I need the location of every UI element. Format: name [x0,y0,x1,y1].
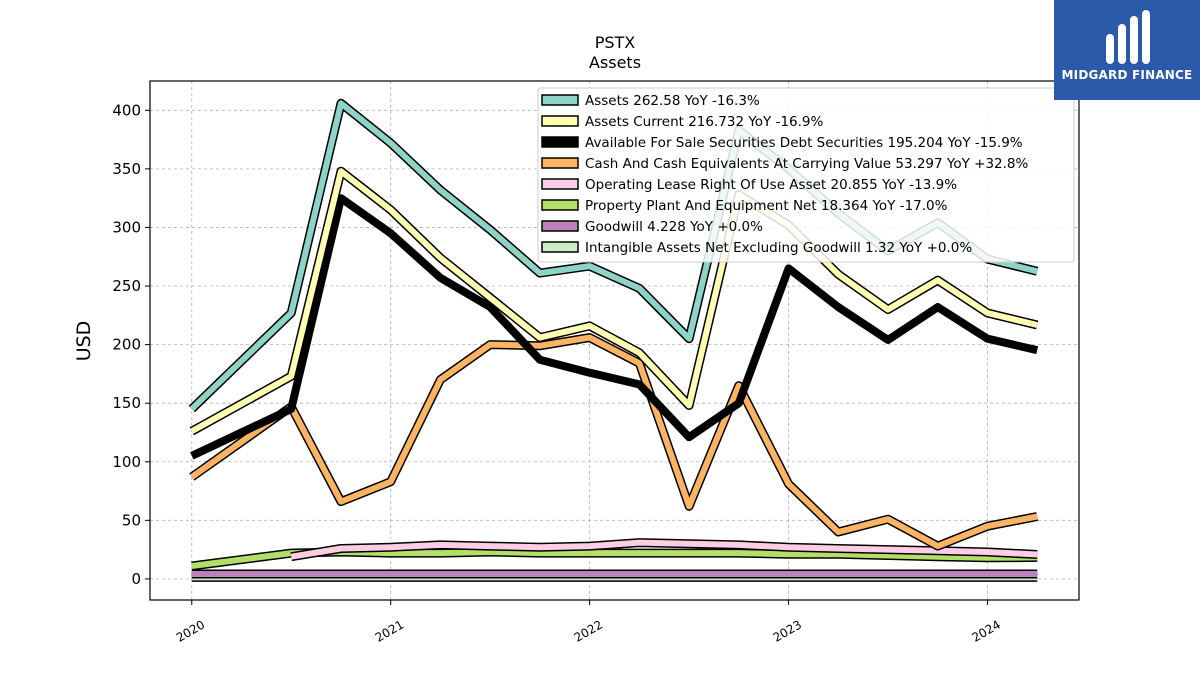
x-tick-label: 2021 [373,617,406,644]
legend-label: Operating Lease Right Of Use Asset 20.85… [585,177,957,193]
y-tick-label: 400 [112,101,141,119]
legend-label: Assets Current 216.732 YoY -16.9% [585,114,824,130]
legend-item: Cash And Cash Equivalents At Carrying Va… [541,156,1029,172]
logo-text: MIDGARD FINANCE [1061,68,1193,82]
series-line [190,168,1038,434]
x-axis-ticks: 2020 2021 2022 2023 2024 [174,600,1003,645]
y-tick-label: 200 [112,336,141,354]
legend-label: Goodwill 4.228 YoY +0.0% [585,219,763,235]
y-axis-label: USD [73,321,95,362]
series-line [290,539,1038,560]
legend-box [537,87,1075,263]
x-tick-label: 2022 [572,617,605,644]
series-line [190,194,1039,460]
legend: Assets 262.58 YoY -16.3% Assets Current 2… [537,87,1075,263]
series-operating-lease-right-of-use-asset [290,538,1038,562]
legend-swatch [541,94,579,106]
series-line [191,549,1038,569]
x-tick-label: 2020 [174,617,207,644]
legend-label: Assets 262.58 YoY -16.3% [585,93,760,109]
y-tick-label: 250 [112,277,141,295]
legend-label: Property Plant And Equipment Net 18.364 … [585,198,948,214]
y-tick-label: 350 [112,160,141,178]
legend-item: Operating Lease Right Of Use Asset 20.85… [541,177,957,193]
x-tick-label: 2024 [970,617,1003,644]
legend-item: Intangible Assets Net Excluding Goodwill… [541,240,972,256]
series-cash-and-cash-equivalents-at-carrying-value [189,333,1039,551]
legend-item: Goodwill 4.228 YoY +0.0% [541,219,763,235]
legend-swatch [541,136,579,148]
chart-subtitle: Assets [589,53,641,72]
logo-mark-icon [1106,10,1150,64]
series-property-plant-and-equipment-net [191,547,1038,571]
series-line-outline [189,333,1039,551]
legend-label: Available For Sale Securities Debt Secur… [585,135,1023,151]
legend-label: Intangible Assets Net Excluding Goodwill… [585,240,972,256]
y-tick-label: 0 [131,570,141,588]
y-tick-label: 150 [112,394,141,412]
legend-swatch [541,115,579,127]
legend-swatch [541,157,579,169]
series-available-for-sale-securities-debt-securities [190,194,1039,460]
legend-swatch [541,199,579,211]
legend-item: Assets 262.58 YoY -16.3% [541,93,760,109]
y-tick-label: 300 [112,218,141,236]
series-line [190,334,1038,550]
legend-item: Available For Sale Securities Debt Secur… [541,135,1023,151]
legend-item: Property Plant And Equipment Net 18.364 … [541,198,948,214]
series-assets-current [189,166,1039,436]
legend-swatch [541,178,579,190]
y-tick-label: 100 [112,453,141,471]
y-tick-label: 50 [122,511,141,529]
chart-title: PSTX [595,33,636,52]
legend-swatch [541,220,579,232]
series-lines [188,98,1039,582]
legend-item: Assets Current 216.732 YoY -16.9% [541,114,824,130]
plot-frame [149,80,1080,601]
legend-label: Cash And Cash Equivalents At Carrying Va… [585,156,1029,172]
x-tick-label: 2023 [771,617,804,644]
legend-swatch [541,241,579,253]
logo: MIDGARD FINANCE [1054,0,1200,100]
y-axis-ticks: 0 50 100 150 200 250 300 350 400 [112,101,150,588]
